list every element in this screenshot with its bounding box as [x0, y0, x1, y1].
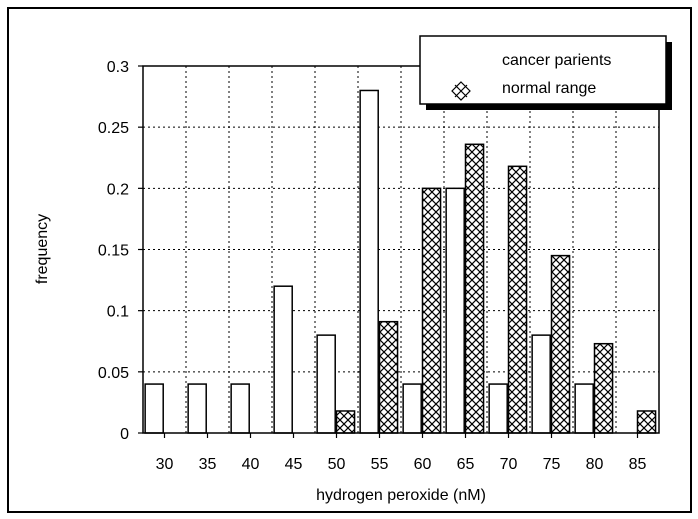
y-tick-label: 0.05 [98, 365, 129, 382]
y-tick-label: 0.15 [98, 243, 129, 260]
bar-normal-range [593, 342, 614, 434]
y-axis-label: frequency [34, 214, 51, 284]
y-tick-label: 0.2 [107, 181, 129, 198]
bar-normal-range [507, 165, 528, 434]
bar-cancer-parients [230, 383, 250, 434]
bar-cancer-parients [402, 383, 422, 434]
bar-normal-range [550, 254, 571, 434]
x-tick-label: 35 [199, 456, 217, 473]
legend-entry-normal-range: normal range [502, 80, 596, 97]
bar-cancer-parients [316, 334, 336, 434]
y-tick-label: 0.25 [98, 120, 129, 137]
x-tick-label: 70 [500, 456, 518, 473]
bar-cancer-parients [144, 383, 164, 434]
y-axis-ticks: 0 0.05 0.1 0.15 0.2 0.25 0.3 [98, 59, 143, 443]
x-tick-label: 80 [586, 456, 604, 473]
legend-crossed-diamond-icon [451, 81, 471, 101]
y-tick-label: 0.3 [107, 59, 129, 76]
x-axis-label: hydrogen peroxide (nM) [316, 487, 486, 504]
x-tick-label: 45 [285, 456, 303, 473]
bar-cancer-parients [574, 383, 594, 434]
bar-cancer-parients [359, 89, 379, 434]
grid-lines [143, 66, 659, 433]
legend: cancer parients normal range [419, 35, 672, 110]
bar-normal-range [464, 143, 485, 434]
bar-normal-range [636, 410, 657, 434]
x-tick-label: 50 [328, 456, 346, 473]
bar-cancer-parients [531, 334, 551, 434]
x-tick-label: 60 [414, 456, 432, 473]
legend-box [419, 35, 667, 105]
x-tick-label: 75 [543, 456, 561, 473]
y-tick-label: 0 [120, 426, 129, 443]
bar-cancer-parients [273, 285, 293, 434]
legend-entry-cancer-parients: cancer parients [502, 52, 611, 69]
bar-normal-range [378, 320, 399, 434]
bar-cancer-parients [488, 383, 508, 434]
bar-cancer-parients [445, 187, 465, 434]
bar-normal-range [421, 187, 442, 434]
bar-cancer-parients [187, 383, 207, 434]
x-axis-ticks: 30 35 40 45 50 55 60 65 70 75 80 85 [156, 433, 647, 473]
bar-normal-range [335, 410, 356, 434]
y-tick-label: 0.1 [107, 304, 129, 321]
x-tick-label: 65 [457, 456, 475, 473]
x-tick-label: 30 [156, 456, 174, 473]
x-tick-label: 85 [629, 456, 647, 473]
x-tick-label: 40 [242, 456, 260, 473]
x-tick-label: 55 [371, 456, 389, 473]
